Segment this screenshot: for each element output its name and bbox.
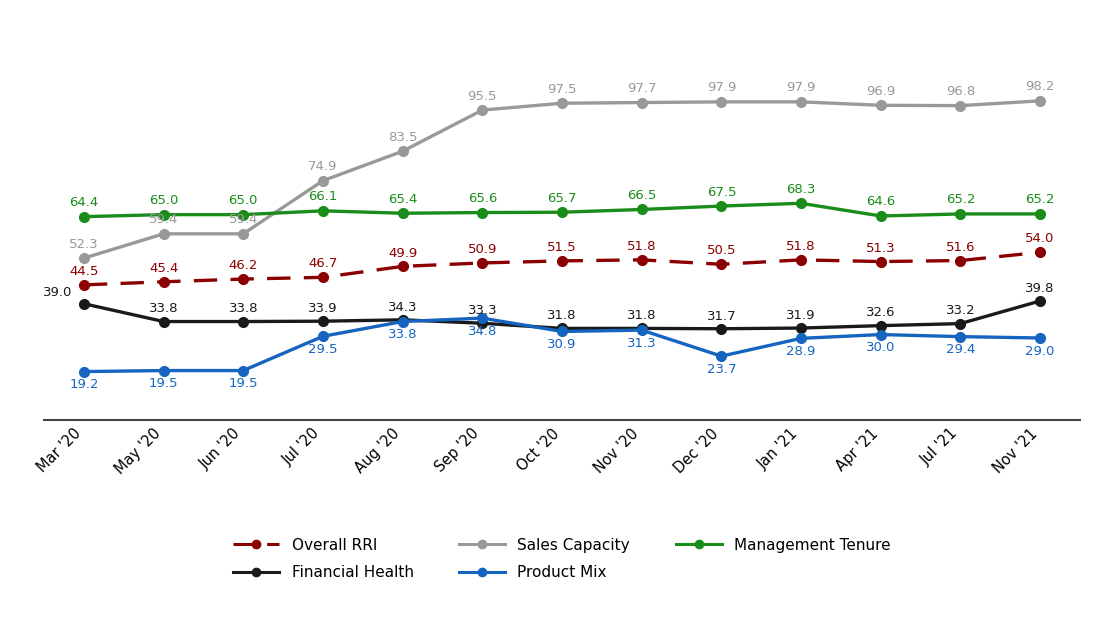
Text: 29.4: 29.4 [946, 344, 975, 357]
Text: 66.5: 66.5 [627, 189, 657, 202]
Text: 33.2: 33.2 [946, 305, 975, 318]
Text: 33.8: 33.8 [228, 302, 258, 315]
Text: 30.9: 30.9 [548, 338, 576, 351]
Text: 67.5: 67.5 [706, 185, 736, 198]
Text: 97.9: 97.9 [787, 82, 815, 95]
Text: 33.3: 33.3 [467, 304, 497, 317]
Text: 96.9: 96.9 [866, 85, 896, 98]
Text: 65.4: 65.4 [388, 193, 418, 206]
Text: 98.2: 98.2 [1026, 80, 1055, 93]
Text: 97.5: 97.5 [548, 83, 576, 96]
Text: 33.8: 33.8 [149, 302, 179, 315]
Text: 32.6: 32.6 [866, 307, 896, 320]
Text: 65.0: 65.0 [228, 194, 258, 207]
Text: 65.2: 65.2 [946, 193, 975, 206]
Text: 54.0: 54.0 [1026, 232, 1055, 245]
Text: 95.5: 95.5 [467, 90, 497, 103]
Text: 50.9: 50.9 [467, 243, 497, 256]
Text: 19.5: 19.5 [149, 378, 179, 391]
Text: 50.5: 50.5 [706, 245, 736, 258]
Text: 39.0: 39.0 [43, 286, 72, 298]
Text: 19.5: 19.5 [228, 378, 258, 391]
Text: 31.7: 31.7 [706, 310, 736, 323]
Text: 97.9: 97.9 [706, 82, 736, 95]
Text: 65.0: 65.0 [149, 194, 179, 207]
Legend: Overall RRI, Financial Health, Sales Capacity, Product Mix, Management Tenure: Overall RRI, Financial Health, Sales Cap… [227, 531, 897, 586]
Text: 49.9: 49.9 [388, 247, 418, 260]
Text: 31.8: 31.8 [548, 309, 576, 322]
Text: 51.3: 51.3 [866, 242, 896, 255]
Text: 51.8: 51.8 [627, 240, 657, 253]
Text: 46.2: 46.2 [228, 259, 258, 272]
Text: 33.8: 33.8 [388, 328, 418, 341]
Text: 34.3: 34.3 [388, 301, 418, 314]
Text: 65.2: 65.2 [1025, 193, 1055, 206]
Text: 65.7: 65.7 [548, 192, 576, 205]
Text: 51.8: 51.8 [787, 240, 815, 253]
Text: 30.0: 30.0 [866, 341, 896, 354]
Text: 96.8: 96.8 [946, 85, 975, 98]
Text: 33.9: 33.9 [309, 302, 337, 315]
Text: 45.4: 45.4 [149, 262, 179, 275]
Text: 31.8: 31.8 [627, 309, 657, 322]
Text: 31.3: 31.3 [627, 337, 657, 350]
Text: 59.4: 59.4 [149, 213, 179, 226]
Text: 83.5: 83.5 [388, 130, 418, 143]
Text: 46.7: 46.7 [309, 258, 337, 271]
Text: 68.3: 68.3 [787, 183, 815, 196]
Text: 59.4: 59.4 [228, 213, 258, 226]
Text: 34.8: 34.8 [467, 325, 497, 338]
Text: 51.6: 51.6 [946, 240, 975, 253]
Text: 39.8: 39.8 [1026, 282, 1055, 295]
Text: 66.1: 66.1 [309, 190, 337, 203]
Text: 29.0: 29.0 [1026, 345, 1055, 358]
Text: 19.2: 19.2 [69, 378, 99, 391]
Text: 44.5: 44.5 [69, 265, 98, 278]
Text: 23.7: 23.7 [706, 363, 736, 376]
Text: 74.9: 74.9 [309, 160, 337, 173]
Text: 29.5: 29.5 [309, 343, 337, 356]
Text: 51.5: 51.5 [548, 241, 576, 254]
Text: 64.4: 64.4 [69, 196, 98, 209]
Text: 65.6: 65.6 [467, 192, 497, 205]
Text: 64.6: 64.6 [866, 195, 896, 208]
Text: 31.9: 31.9 [787, 309, 815, 322]
Text: 97.7: 97.7 [627, 82, 657, 95]
Text: 28.9: 28.9 [787, 345, 815, 358]
Text: 52.3: 52.3 [69, 237, 99, 251]
